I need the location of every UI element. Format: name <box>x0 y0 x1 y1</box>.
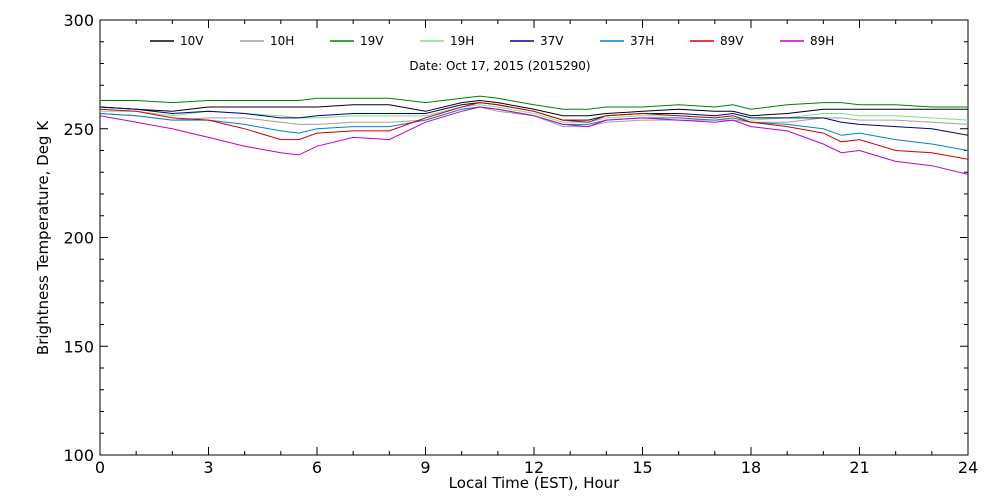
legend-label-37h: 37H <box>630 34 654 48</box>
series-line-10v <box>99 99 968 117</box>
legend-label-89v: 89V <box>720 34 744 48</box>
legend-label-37v: 37V <box>540 34 564 48</box>
x-tick-label: 6 <box>312 458 322 477</box>
legend-label-19h: 19H <box>450 34 474 48</box>
chart-subtitle: Date: Oct 17, 2015 (2015290) <box>409 59 590 73</box>
x-tick-label: 21 <box>849 458 869 477</box>
y-tick-label: 150 <box>63 337 94 356</box>
y-tick-label: 300 <box>63 11 94 30</box>
series-line-19v <box>100 95 968 110</box>
plot-area-frame <box>99 19 969 456</box>
x-tick-label: 24 <box>958 458 978 477</box>
legend-label-10v: 10V <box>180 34 204 48</box>
series-line-10h <box>99 106 969 128</box>
series-lines <box>99 95 969 175</box>
x-axis-title: Local Time (EST), Hour <box>449 474 620 492</box>
x-tick-label: 12 <box>524 458 544 477</box>
y-axis-title: Brightness Temperature, Deg K <box>34 120 52 355</box>
series-line-37v <box>99 102 969 136</box>
x-tick-label: 0 <box>95 458 105 477</box>
y-tick-label: 100 <box>63 446 94 465</box>
legend-label-19v: 19V <box>360 34 384 48</box>
x-tick-label: 15 <box>632 458 652 477</box>
x-tick-label: 3 <box>203 458 213 477</box>
axis-ticks <box>99 19 969 456</box>
x-tick-label: 18 <box>741 458 761 477</box>
legend-label-89h: 89H <box>810 34 834 48</box>
series-line-19h <box>100 104 969 123</box>
legend: 10V 10H 19V 19H 37V 37H 89V 89H <box>150 34 834 48</box>
x-tick-label: 9 <box>420 458 430 477</box>
series-line-89v <box>99 102 969 160</box>
axis-tick-labels: 0 3 6 9 12 15 18 21 24 100 150 200 250 300 <box>63 11 978 477</box>
y-tick-label: 200 <box>63 229 94 248</box>
legend-label-10h: 10H <box>270 34 294 48</box>
y-tick-label: 250 <box>63 120 94 139</box>
series-line-89h <box>99 106 969 175</box>
